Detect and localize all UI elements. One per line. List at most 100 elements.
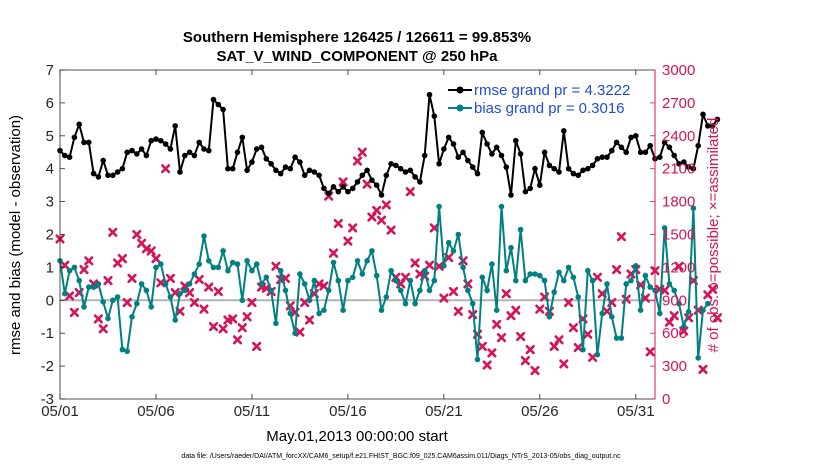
bias-point xyxy=(258,281,265,287)
bias-point xyxy=(460,264,466,271)
rmse-point xyxy=(671,152,677,159)
obs-count-marker xyxy=(674,261,684,271)
left-y-tick-label: 6 xyxy=(46,95,54,112)
rmse-point xyxy=(546,162,553,169)
bias-point xyxy=(397,287,404,294)
rmse-point xyxy=(465,157,471,164)
bias-point xyxy=(172,317,178,323)
obs-count-marker xyxy=(108,227,118,237)
obs-count-marker xyxy=(252,341,262,351)
bias-point xyxy=(201,233,207,239)
rmse-point xyxy=(325,190,332,197)
x-tick-label: 05/21 xyxy=(425,403,463,420)
bias-point xyxy=(206,258,212,264)
bias-point xyxy=(575,294,581,300)
bias-point xyxy=(450,248,457,254)
x-tick-label: 05/31 xyxy=(617,403,655,420)
obs-count-marker xyxy=(79,265,89,275)
obs-count-marker xyxy=(386,225,396,235)
bias-point xyxy=(455,231,462,238)
x-tick-label: 05/16 xyxy=(329,403,367,420)
rmse-point xyxy=(393,162,399,169)
bias-point xyxy=(383,294,390,300)
rmse-point xyxy=(681,159,687,165)
rmse-point xyxy=(71,134,78,141)
data-file-footnote: data file: /Users/raeder/DAI/ATM_forcXX/… xyxy=(181,453,621,460)
bias-series-line xyxy=(59,206,709,360)
rmse-point xyxy=(498,152,505,159)
rmse-point xyxy=(287,165,294,172)
rmse-point xyxy=(613,139,620,146)
obs-count-marker xyxy=(151,254,161,264)
bias-point xyxy=(580,346,586,353)
obs-count-marker xyxy=(645,347,655,357)
bias-point xyxy=(412,300,418,307)
rmse-point xyxy=(378,192,385,198)
rmse-point xyxy=(311,169,318,175)
rmse-point xyxy=(436,161,442,167)
bias-point xyxy=(76,277,82,284)
bias-point xyxy=(479,274,486,281)
rmse-point xyxy=(258,144,265,151)
x-tick-label: 05/06 xyxy=(137,403,175,420)
bias-point xyxy=(167,294,174,300)
bias-point xyxy=(105,315,111,322)
obs-count-marker xyxy=(304,315,315,325)
obs-count-marker xyxy=(564,297,574,308)
bias-point xyxy=(292,330,298,337)
obs-count-marker xyxy=(415,269,425,279)
obs-count-marker xyxy=(362,179,372,189)
left-y-tick-label: -1 xyxy=(41,325,54,342)
bias-point xyxy=(182,287,188,294)
bias-point xyxy=(311,277,318,284)
bias-point xyxy=(215,264,222,271)
bias-point xyxy=(321,307,327,314)
rmse-point xyxy=(172,123,178,129)
obs-count-marker xyxy=(348,223,358,233)
bias-point xyxy=(244,258,250,264)
obs-count-marker xyxy=(271,261,281,271)
bias-point xyxy=(522,277,529,284)
rmse-point xyxy=(633,133,639,139)
bias-point xyxy=(666,281,673,287)
obs-count-marker xyxy=(295,327,305,337)
legend: rmse grand pr = 4.3222 bias grand pr = 0… xyxy=(448,82,630,117)
rmse-point xyxy=(201,146,207,152)
obs-count-marker xyxy=(199,304,209,314)
bias-point xyxy=(81,304,87,310)
bias-point xyxy=(527,271,533,277)
left-y-tick-label: 2 xyxy=(46,227,54,244)
rmse-point xyxy=(321,185,327,192)
rmse-point xyxy=(369,177,375,183)
legend-bias-label: bias grand pr = 0.3016 xyxy=(474,100,625,117)
rmse-point xyxy=(373,182,380,188)
rmse-point xyxy=(441,146,447,152)
obs-count-marker xyxy=(343,236,353,246)
chart-subtitle: SAT_V_WIND_COMPONENT @ 250 hPa xyxy=(216,48,498,65)
rmse-point xyxy=(527,185,533,192)
bias-point xyxy=(119,346,126,353)
left-y-tick-label: 3 xyxy=(46,194,54,211)
rmse-point xyxy=(575,172,581,179)
rmse-point xyxy=(585,165,591,172)
bias-point xyxy=(354,258,361,264)
bias-point xyxy=(517,226,524,233)
right-y-tick-label: 2100 xyxy=(662,161,695,178)
obs-count-marker xyxy=(132,229,142,240)
rmse-point xyxy=(402,169,409,175)
bias-point xyxy=(158,261,164,267)
rmse-point xyxy=(134,151,140,157)
obs-count-marker xyxy=(84,256,94,266)
bias-point xyxy=(134,300,140,307)
bias-point xyxy=(282,287,289,294)
rmse-point xyxy=(556,169,562,175)
rmse-point xyxy=(700,111,706,118)
bias-point xyxy=(421,267,428,274)
rmse-point xyxy=(229,165,236,172)
obs-count-marker xyxy=(333,218,343,229)
legend-rmse-label: rmse grand pr = 4.3222 xyxy=(474,82,630,99)
rmse-point xyxy=(182,152,188,159)
bias-point xyxy=(301,281,308,287)
bias-point xyxy=(253,261,260,267)
